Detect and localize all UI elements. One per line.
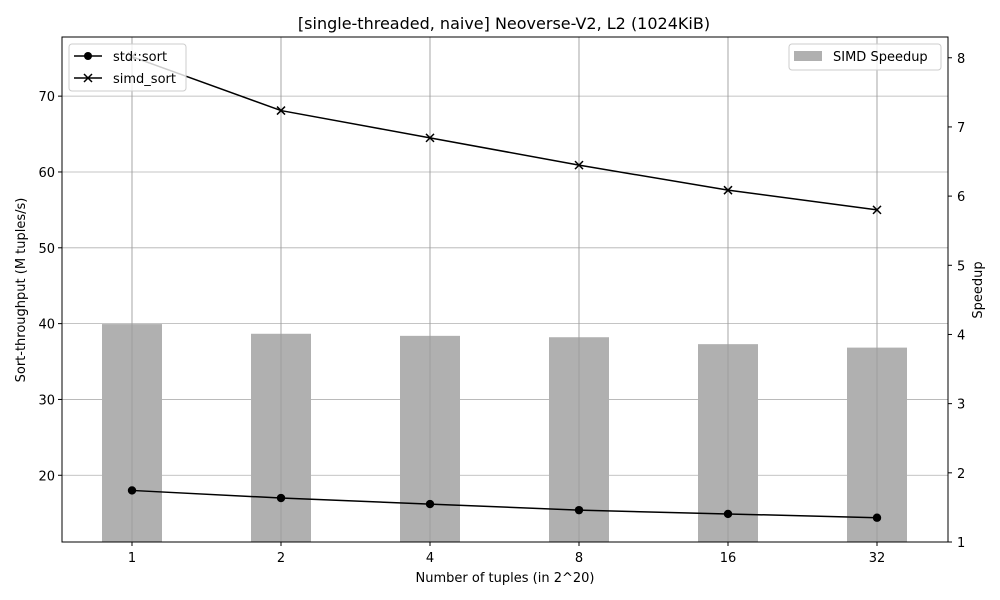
x-tick-label: 32 (869, 551, 886, 566)
legend-speedup-swatch (794, 51, 822, 61)
legend-right: SIMD Speedup (788, 43, 942, 71)
lines (127, 52, 882, 522)
grid (62, 37, 948, 542)
y-tick-label-left: 20 (38, 469, 55, 484)
legend-std-sort-marker (84, 52, 92, 60)
y-tick-label-left: 40 (38, 318, 55, 333)
y-tick-label-right: 6 (957, 190, 965, 205)
plot-frame (61, 36, 949, 543)
simd-sort-point (872, 205, 882, 215)
y-axis-label-left: Sort-throughput (M tuples/s) (14, 198, 29, 383)
std-sort-point (574, 505, 584, 515)
x-tick-label: 4 (426, 551, 434, 566)
legend-std-sort-label: std::sort (113, 50, 167, 65)
std-sort-point (425, 499, 435, 509)
std-sort-point (127, 486, 137, 495)
legend-speedup-label: SIMD Speedup (833, 50, 928, 65)
simd-sort-point (574, 160, 584, 170)
std-sort-point (276, 493, 286, 503)
y-tick-label-right: 4 (957, 328, 965, 343)
std-sort-line (131, 489, 878, 519)
y-tick-label-left: 70 (38, 90, 55, 105)
y-tick-label-left: 30 (38, 393, 55, 408)
x-tick-label: 2 (277, 551, 285, 566)
x-tick-label: 16 (720, 551, 737, 566)
y-tick-label-left: 50 (38, 242, 55, 257)
legend-right-box (788, 43, 942, 71)
x-axis-label: Number of tuples (in 2^20) (416, 571, 595, 586)
y-tick-label-right: 7 (957, 121, 965, 136)
y-tick-label-right: 2 (957, 467, 965, 482)
x-tick-label: 1 (128, 551, 136, 566)
y-ticks-right: 1 2 3 4 5 6 7 8 (948, 52, 965, 551)
std-sort-point (723, 509, 733, 519)
y-tick-label-right: 8 (957, 52, 965, 67)
y-tick-label-right: 3 (957, 398, 965, 413)
simd-sort-point (276, 106, 286, 116)
y-tick-label-right: 5 (957, 259, 965, 274)
std-sort-point (872, 513, 882, 522)
simd-sort-point (723, 185, 733, 195)
chart-title: [single-threaded, naive] Neoverse-V2, L2… (298, 14, 710, 33)
y-ticks-left: 20 30 40 50 60 70 (38, 90, 62, 484)
legend-simd-sort-marker (83, 73, 93, 83)
y-tick-label-left: 60 (38, 166, 55, 181)
x-tick-label: 8 (575, 551, 583, 566)
x-ticks: 1 2 4 8 16 32 (128, 542, 885, 566)
legend-left: std::sort simd_sort (68, 43, 187, 92)
y-tick-label-right: 1 (957, 536, 965, 551)
simd-sort-line (131, 56, 878, 211)
legend-simd-sort-label: simd_sort (113, 72, 176, 87)
bars (102, 37, 907, 542)
simd-sort-point (425, 133, 435, 143)
y-axis-label-right: Speedup (971, 261, 986, 318)
